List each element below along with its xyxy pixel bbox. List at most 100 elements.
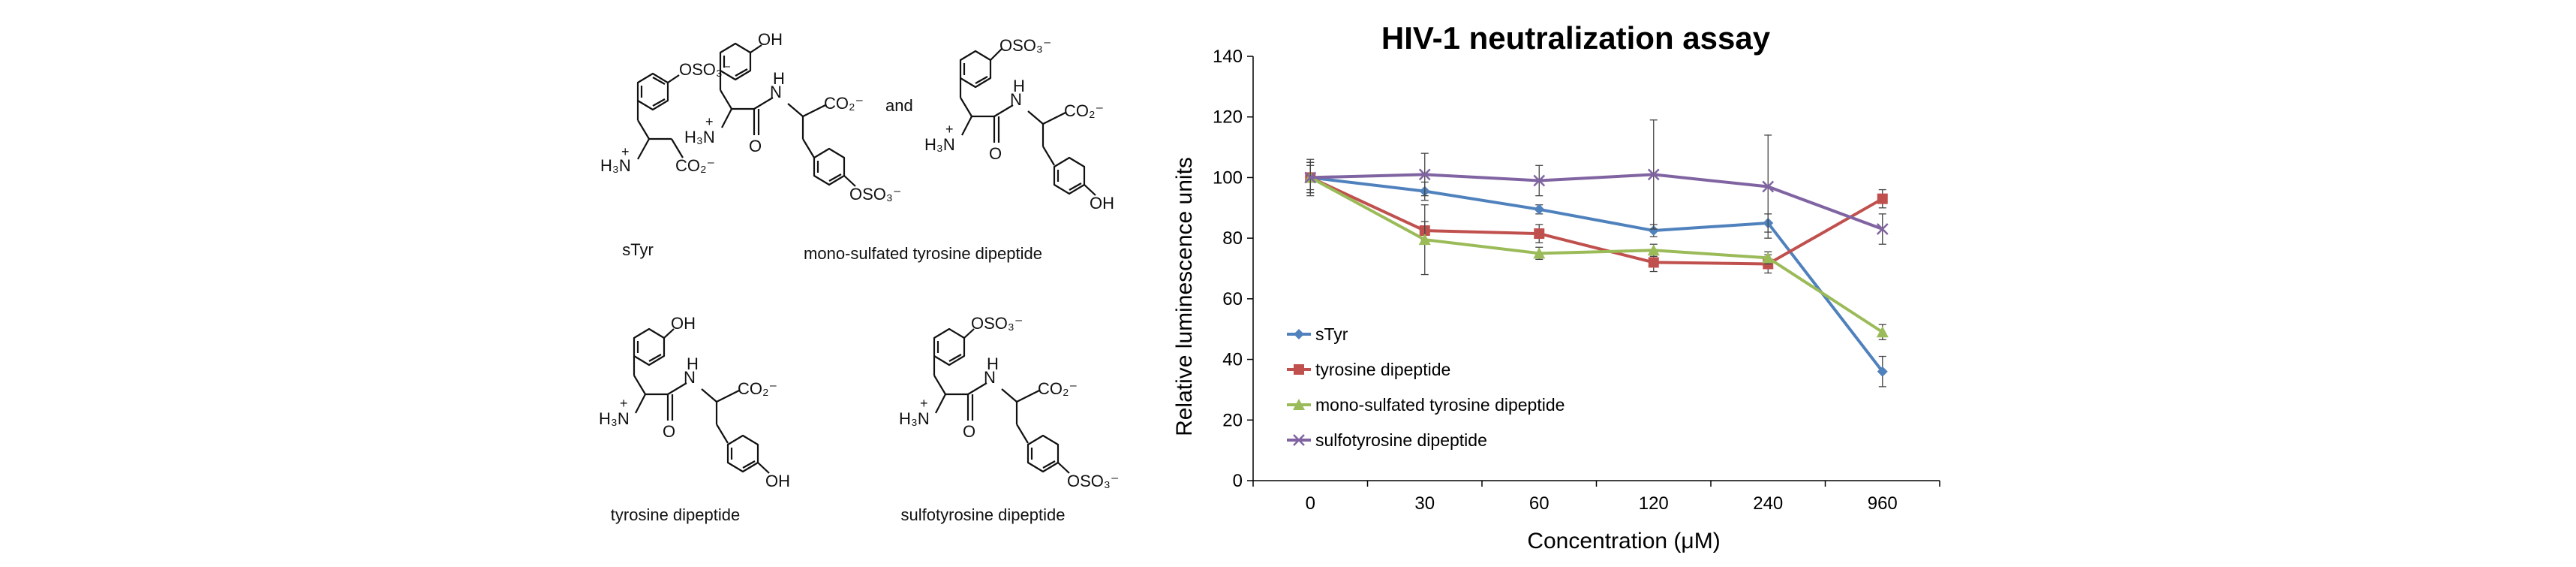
chart-title: HIV-1 neutralization assay [1381,20,1771,56]
nh3-label: H₃N [600,156,631,175]
legend-label: tyrosine dipeptide [1315,360,1450,379]
series-line [1309,176,1883,266]
series-line [1310,176,1884,372]
and-label: and [885,96,913,115]
n-label: N [684,368,696,387]
chemical-structures-panel: OSO₃⁻ H₃N + CO₂⁻ OH H₃N + O N H CO₂⁻ OSO… [525,15,1141,541]
data-point [1418,168,1431,181]
series-4 [1304,119,1889,245]
co2-label: CO₂⁻ [738,379,777,398]
data-point [1877,366,1888,377]
legend-label: mono-sulfated tyrosine dipeptide [1315,395,1565,415]
series-layer [1304,119,1889,388]
oso3-label: OSO₃⁻ [679,60,731,79]
data-point [1876,223,1889,235]
marker-stroke [1304,171,1317,184]
series-3 [1304,161,1889,340]
data-point [1534,228,1545,240]
marker-stroke [1533,174,1546,187]
marker-stroke [1293,434,1305,446]
axes: 0 20 40 60 80 100 120 140 0 30 60 120 240 960 [1213,47,1940,514]
sulfotyrosine-dipeptide-structure [933,327,1070,474]
data-point [1648,257,1659,268]
co2-label: CO₂⁻ [1064,101,1104,120]
series-line [1309,176,1883,333]
y-tick-label: 140 [1213,47,1243,67]
styr-structure [636,72,684,160]
tyrosine-dipeptide-caption: tyrosine dipeptide [610,505,741,524]
oso3-label: OSO₃⁻ [999,36,1051,55]
y-tick-label: 120 [1213,107,1243,128]
data-point [1534,204,1545,215]
data-point [1762,252,1775,264]
data-point [1877,193,1888,204]
n-label: N [984,368,996,387]
plus-label: + [945,122,954,137]
oh-label: OH [765,472,790,490]
legend-marker [1293,399,1305,410]
nh3-label: H₃N [684,128,715,146]
plus-label: + [621,144,630,159]
oh-label: OH [758,30,783,49]
data-point [1533,174,1546,187]
o-label: O [989,144,1002,163]
x-tick-label: 960 [1868,493,1898,514]
o-label: O [749,137,762,155]
n-label: N [770,83,782,101]
legend-label: sulfotyrosine dipeptide [1315,430,1487,450]
marker-stroke [1418,168,1431,181]
h-label: H [987,354,999,373]
y-tick-label: 80 [1222,228,1243,249]
nh3-label: H₃N [899,409,930,428]
co2-label: CO₂⁻ [824,94,864,113]
x-tick-label: 30 [1414,493,1435,514]
h-label: H [773,69,785,88]
o-label: O [963,422,975,441]
data-point [1418,234,1431,246]
data-point [1533,247,1546,259]
line-chart: HIV-1 neutralization assay Relative lumi… [1172,20,1940,553]
oso3-label: OSO₃⁻ [849,185,901,204]
n-label: N [1010,90,1022,109]
mono-sulfated-caption: mono-sulfated tyrosine dipeptide [804,244,1042,263]
x-tick-label: 0 [1306,493,1315,514]
mono-sulfated-structure-2 [959,48,1096,196]
x-axis-label: Concentration (μM) [1527,529,1720,553]
y-tick-label: 40 [1222,350,1243,370]
y-tick-label: 0 [1233,471,1243,491]
structures-drawing: OSO₃⁻ H₃N + CO₂⁻ OH H₃N + O N H CO₂⁻ OSO… [599,30,1119,490]
legend-marker [1294,364,1304,375]
legend-marker [1293,434,1305,446]
data-point [1876,326,1889,338]
legend: sTyr tyrosine dipeptide mono-sulfated tyro… [1287,324,1565,450]
plus-label: + [920,396,928,411]
data-point [1304,171,1317,184]
legend-marker [1294,329,1304,339]
y-tick-label: 60 [1222,289,1243,309]
mono-sulfated-structure [719,42,856,187]
data-point [1647,168,1660,181]
oh-label: OH [1090,194,1114,213]
oh-label: OH [671,314,696,333]
styr-caption: sTyr [622,240,654,259]
co2-label: CO₂⁻ [1038,379,1078,398]
marker-stroke [1762,180,1775,193]
oso3-label: OSO₃⁻ [971,314,1023,333]
h-label: H [1013,77,1025,95]
data-point [1648,225,1659,237]
x-tick-label: 240 [1753,493,1783,514]
y-axis-label: Relative luminescence units [1172,157,1197,436]
series-line [1310,173,1883,231]
tyrosine-dipeptide-structure [633,327,770,474]
sulfotyrosine-dipeptide-caption: sulfotyrosine dipeptide [900,505,1066,524]
marker-stroke [1876,223,1889,235]
legend-label: sTyr [1315,324,1348,344]
nh3-label: H₃N [924,135,955,154]
o-label: O [663,422,675,441]
nh3-label: H₃N [599,409,630,428]
plus-label: + [620,396,628,411]
h-label: H [687,354,699,373]
marker-stroke [1647,168,1660,181]
co2-label: CO₂⁻ [675,156,715,175]
x-tick-label: 60 [1529,493,1550,514]
